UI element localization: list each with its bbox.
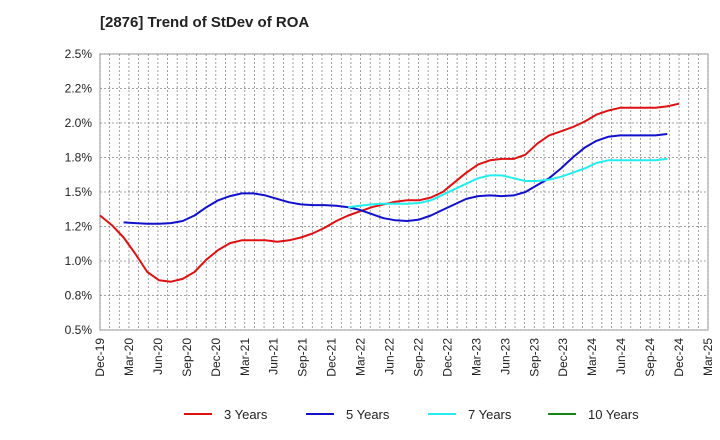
x-tick-label: Mar-22	[354, 338, 368, 376]
x-tick-label: Sep-24	[643, 338, 657, 377]
y-tick-label: 0.5%	[65, 323, 93, 337]
x-tick-label: Sep-21	[296, 338, 310, 377]
legend-label: 10 Years	[588, 407, 639, 422]
y-tick-label: 2.0%	[65, 116, 93, 130]
x-tick-label: Jun-23	[498, 338, 512, 375]
x-tick-label: Jun-21	[267, 338, 281, 375]
x-tick-label: Dec-19	[93, 338, 107, 377]
x-tick-label: Jun-22	[383, 338, 397, 375]
x-tick-label: Mar-21	[238, 338, 252, 376]
legend: 3 Years 5 Years 7 Years 10 Years	[184, 407, 639, 422]
y-tick-label: 1.8%	[65, 151, 93, 165]
x-tick-label: Jun-24	[614, 338, 628, 375]
x-tick-label: Mar-20	[122, 338, 136, 376]
x-tick-label: Dec-22	[440, 338, 454, 377]
x-tick-label: Mar-24	[585, 338, 599, 376]
series-lines	[99, 102, 680, 283]
y-axis-ticks: 0.5% 0.8% 1.0% 1.2% 1.5% 1.8% 2.0% 2.2% 2.5%	[65, 47, 93, 337]
y-tick-label: 1.2%	[65, 220, 93, 234]
y-tick-label: 1.0%	[65, 254, 93, 268]
y-tick-label: 0.8%	[65, 289, 93, 303]
legend-label: 7 Years	[468, 407, 512, 422]
series-line-5-years	[123, 133, 668, 225]
x-tick-label: Mar-25	[701, 338, 715, 376]
x-tick-label: Sep-22	[411, 338, 425, 377]
y-tick-label: 2.2%	[65, 82, 93, 96]
x-tick-label: Dec-24	[672, 338, 686, 377]
x-tick-label: Sep-23	[527, 338, 541, 377]
x-tick-label: Mar-23	[469, 338, 483, 376]
y-tick-label: 2.5%	[65, 47, 93, 61]
x-tick-label: Dec-23	[556, 338, 570, 377]
x-tick-label: Dec-21	[325, 338, 339, 377]
legend-label: 5 Years	[346, 407, 390, 422]
x-tick-label: Jun-20	[151, 338, 165, 375]
chart-title: [2876] Trend of StDev of ROA	[100, 14, 310, 31]
legend-label: 3 Years	[224, 407, 268, 422]
grid-lines	[99, 53, 709, 331]
y-tick-label: 1.5%	[65, 185, 93, 199]
series-line-7-years	[348, 157, 668, 209]
x-tick-label: Sep-20	[180, 338, 194, 377]
x-tick-label: Dec-20	[209, 338, 223, 377]
x-axis-ticks: Dec-19 Mar-20 Jun-20 Sep-20 Dec-20 Mar-21 Jun-…	[93, 338, 715, 377]
